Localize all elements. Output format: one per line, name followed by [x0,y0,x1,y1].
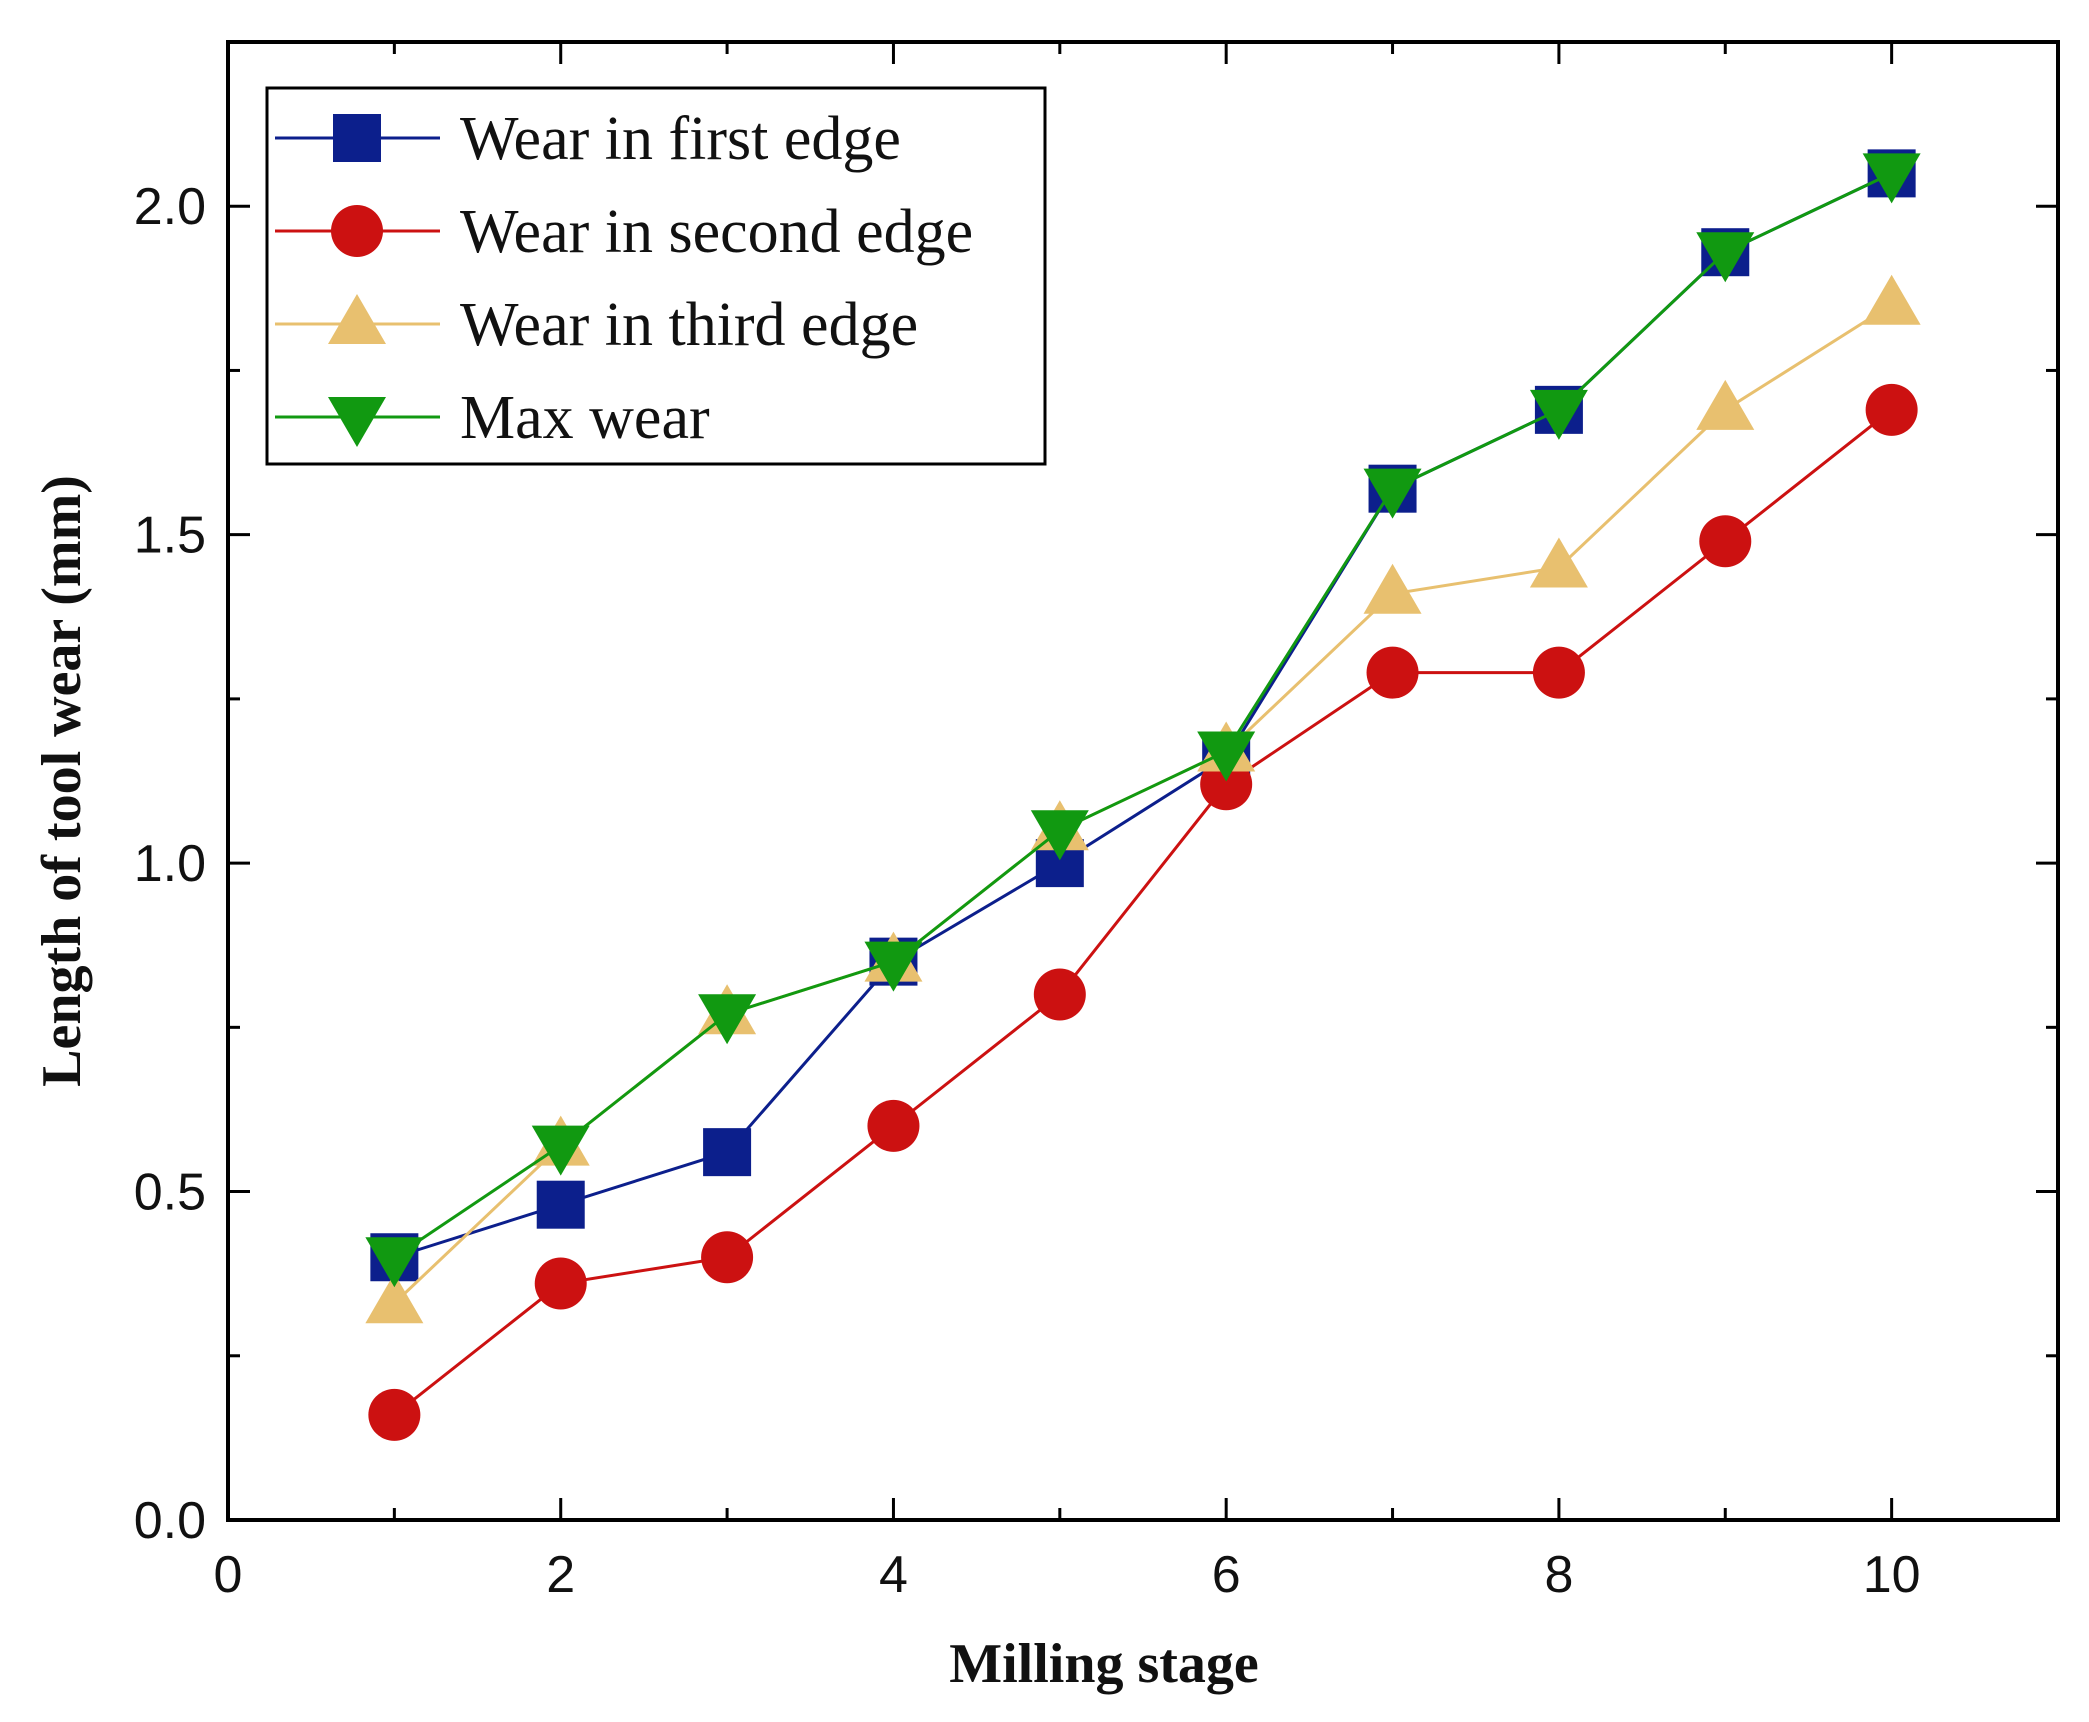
legend-item: Wear in second edge [275,198,973,266]
data-point [1366,646,1419,699]
axes: 0 2 4 6 8 10 0.0 0.5 1.0 1.5 2.0 [134,40,2060,1604]
legend-label: Max wear [460,384,710,452]
x-tick-label: 10 [1863,1546,1921,1604]
x-ticks: 0 2 4 6 8 10 [214,42,2060,1604]
data-point [365,1273,424,1324]
data-point [867,1099,920,1152]
data-point [1197,731,1256,782]
data-point [1030,810,1089,861]
data-point [1696,379,1755,430]
legend-label: Wear in first edge [460,105,901,173]
x-axis-title: Milling stage [949,1633,1259,1695]
legend-label: Wear in third edge [460,291,918,359]
data-point [1862,153,1921,204]
data-point [1363,563,1422,614]
x-tick-label: 6 [1212,1546,1241,1604]
data-point [1363,468,1422,519]
y-tick-label: 1.0 [134,835,206,893]
legend-marker [328,397,386,447]
data-point [1696,232,1755,283]
y-tick-label: 1.5 [134,507,206,565]
data-point [698,994,757,1045]
data-point [1529,537,1588,588]
series-layer [365,149,1921,1441]
x-tick-label: 0 [214,1546,243,1604]
plot-frame [226,40,2060,1522]
x-tick-label: 2 [546,1546,575,1604]
legend-items: Wear in first edge Wear in second edge Wea… [275,105,973,452]
data-point [1865,383,1918,436]
legend-frame [265,86,1047,466]
legend-item: Wear in third edge [275,291,918,359]
data-point [1862,274,1921,325]
x-tick-label: 8 [1544,1546,1573,1604]
series-2 [368,383,1918,1441]
data-point [365,1237,424,1288]
data-point [534,1257,587,1310]
legend: Wear in first edge Wear in second edge Wea… [265,86,1047,466]
legend-marker [331,205,383,257]
series-4 [365,153,1921,1288]
x-tick-label: 4 [879,1546,908,1604]
y-tick-label: 0.5 [134,1164,206,1222]
legend-marker [328,294,386,344]
data-point [1699,515,1752,568]
series-line [393,172,1893,1259]
y-tick-label: 0.0 [134,1492,206,1550]
y-ticks: 0.0 0.5 1.0 1.5 2.0 [134,40,2058,1550]
data-point [531,1125,590,1176]
data-point [1532,646,1585,699]
data-point [703,1128,752,1177]
series-line [393,408,1893,1417]
data-point [1033,968,1086,1021]
data-point [368,1388,421,1441]
legend-item: Max wear [275,384,710,452]
data-point [701,1231,754,1284]
legend-label: Wear in second edge [460,198,973,266]
data-point [864,941,923,992]
y-tick-label: 2.0 [134,178,206,236]
legend-marker [333,114,381,162]
data-point [536,1180,585,1229]
y-axis-title: Length of tool wear (mm) [31,475,93,1087]
data-point [1529,389,1588,440]
legend-item: Wear in first edge [275,105,901,173]
